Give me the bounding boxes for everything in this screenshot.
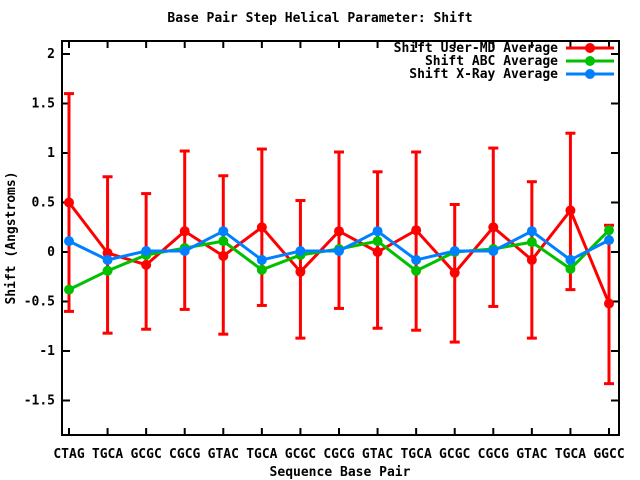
data-point <box>488 246 499 257</box>
data-point <box>102 254 113 265</box>
x-tick-label: TGCA <box>400 447 431 462</box>
data-point <box>64 284 74 295</box>
data-point <box>218 236 229 247</box>
y-tick-label: -0.5 <box>24 295 55 310</box>
legend-marker <box>585 69 595 79</box>
data-point <box>295 246 306 257</box>
data-point <box>604 225 614 236</box>
plot-border <box>61 40 620 436</box>
x-tick-label: GCGC <box>285 447 316 462</box>
data-point <box>565 254 576 265</box>
data-point <box>64 197 74 208</box>
x-tick-label: TGCA <box>92 447 123 462</box>
data-point <box>179 246 190 257</box>
data-point <box>372 236 383 247</box>
chart-title: Base Pair Step Helical Parameter: Shift <box>167 11 472 26</box>
data-point <box>526 237 537 248</box>
y-tick-label: -1.5 <box>24 394 55 409</box>
y-tick-label: 1 <box>47 146 55 161</box>
y-axis-label: Shift (Angstroms) <box>4 171 19 304</box>
data-point <box>526 226 537 237</box>
data-point <box>604 298 614 309</box>
data-point <box>372 226 383 237</box>
x-tick-label: CTAG <box>53 447 84 462</box>
x-tick-label: GTAC <box>208 447 239 462</box>
series-3 <box>64 226 614 265</box>
data-point <box>256 254 267 265</box>
data-point <box>141 259 152 270</box>
data-point <box>334 246 344 257</box>
x-tick-label: CGCG <box>323 447 354 462</box>
y-tick-label: 1.5 <box>32 97 55 112</box>
data-point <box>179 226 190 237</box>
x-tick-label: CGCG <box>478 447 509 462</box>
series-1 <box>64 92 614 386</box>
data-point <box>256 222 267 233</box>
y-tick-label: 0 <box>47 245 55 260</box>
data-point <box>102 247 113 258</box>
data-point <box>604 235 614 246</box>
legend-label: Shift X-Ray Average <box>409 67 558 82</box>
data-point <box>218 226 229 237</box>
data-point <box>218 250 229 261</box>
y-tick-label: -1 <box>39 344 55 359</box>
data-point <box>256 264 267 275</box>
data-point <box>411 225 422 236</box>
x-axis-label: Sequence Base Pair <box>270 465 411 480</box>
x-tick-label: GGCC <box>593 447 624 462</box>
legend-marker <box>585 56 595 66</box>
legend-label: Shift ABC Average <box>425 54 558 69</box>
data-point <box>526 254 537 265</box>
x-tick-label: GTAC <box>516 447 547 462</box>
x-tick-label: GCGC <box>130 447 161 462</box>
legend-marker <box>585 43 595 53</box>
data-point <box>411 265 422 276</box>
x-tick-label: GCGC <box>439 447 470 462</box>
data-point <box>141 246 152 257</box>
y-tick-label: 0.5 <box>32 196 55 211</box>
legend-label: Shift User-MD Average <box>394 41 559 56</box>
data-point <box>449 246 460 257</box>
x-tick-label: CGCG <box>169 447 200 462</box>
data-point <box>565 205 576 216</box>
data-point <box>372 247 383 257</box>
data-point <box>449 267 460 278</box>
data-point <box>411 254 422 265</box>
data-point <box>565 263 576 274</box>
data-point <box>295 266 306 277</box>
data-point <box>488 222 499 233</box>
y-tick-label: 2 <box>47 47 55 62</box>
plot-area: 2 1.5 1 0.5 0 -0.5 -1 -1.5 CTAG TGCA GCGC CGCG GTAC T… <box>24 40 625 462</box>
data-point <box>64 236 74 247</box>
x-tick-label: TGCA <box>246 447 277 462</box>
x-tick-label: TGCA <box>555 447 586 462</box>
data-point <box>102 265 113 276</box>
data-point <box>334 226 344 237</box>
x-tick-label: GTAC <box>362 447 393 462</box>
